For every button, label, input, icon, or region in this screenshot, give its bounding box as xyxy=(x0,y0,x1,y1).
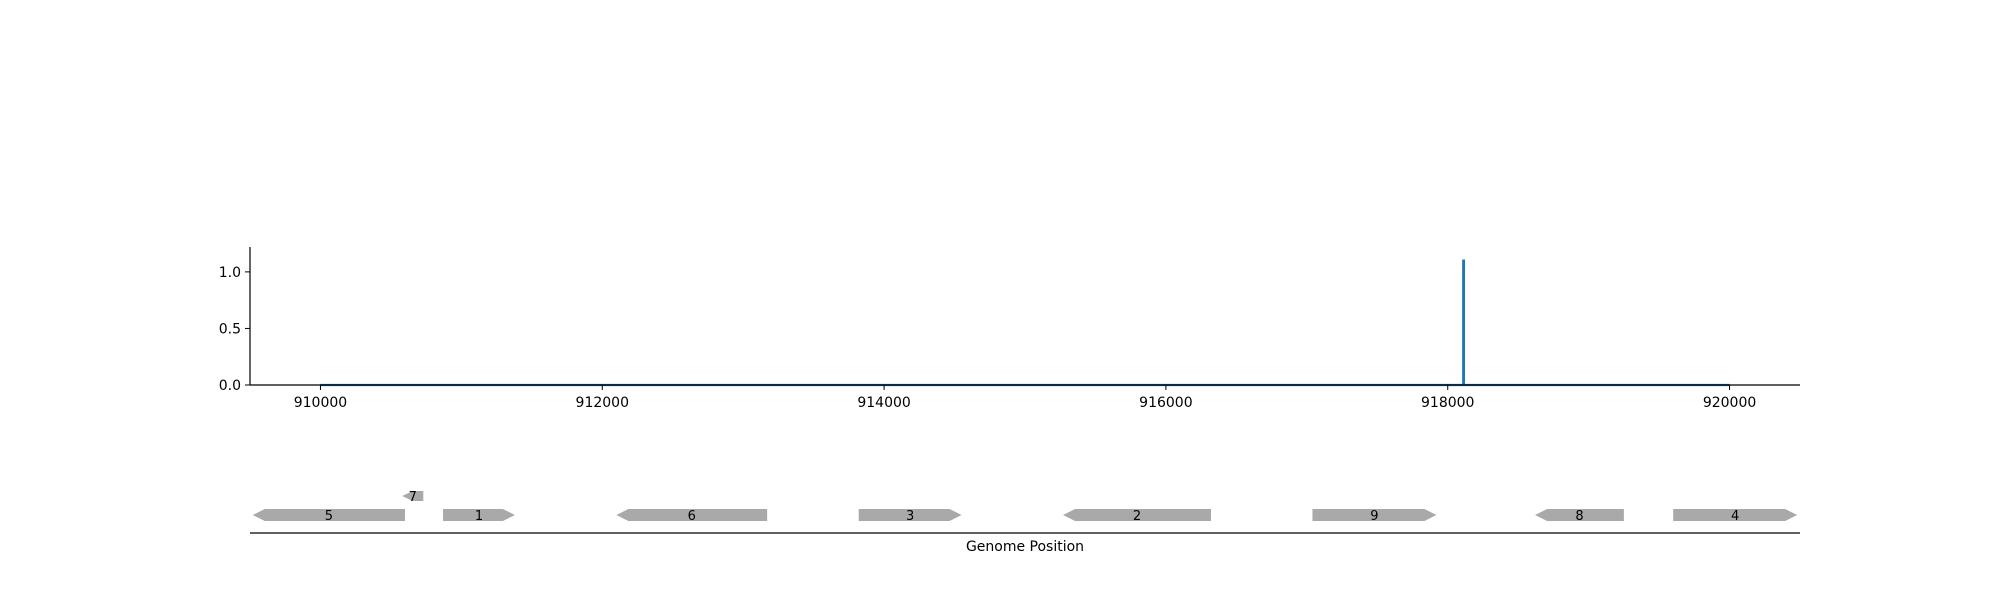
gene-arrow xyxy=(1312,509,1437,521)
x-tick-label: 920000 xyxy=(1703,395,1756,411)
gene-label: 3 xyxy=(906,509,914,524)
gene-label: 7 xyxy=(409,490,417,505)
coverage-plot: 910000 912000 914000 916000 918000 920000 0.0… xyxy=(219,247,1800,411)
y-tick-label: 1.0 xyxy=(219,265,241,281)
y-tick-label: 0.0 xyxy=(219,378,241,394)
x-tick-label: 918000 xyxy=(1421,395,1474,411)
x-axis-ticks: 910000 912000 914000 916000 918000 920000 xyxy=(294,385,1756,411)
gene-track: 5 7 1 6 3 2 9 8 4 Genome Position xyxy=(250,490,1800,555)
genes-layer: 5 7 1 6 3 2 9 8 4 xyxy=(252,490,1798,524)
x-axis-title: Genome Position xyxy=(966,539,1084,555)
gene-label: 6 xyxy=(688,509,696,524)
gene-label: 4 xyxy=(1731,509,1739,524)
gene-label: 2 xyxy=(1133,509,1141,524)
x-tick-label: 914000 xyxy=(857,395,910,411)
gene-arrow xyxy=(1673,509,1798,521)
gene-arrow xyxy=(616,509,768,521)
gene-arrow xyxy=(1063,509,1211,521)
gene-label: 8 xyxy=(1575,509,1583,524)
coverage-line xyxy=(320,259,1730,387)
gene-arrow xyxy=(443,509,515,521)
gene-label: 1 xyxy=(475,509,483,524)
gene-label: 5 xyxy=(325,509,333,524)
y-tick-label: 0.5 xyxy=(219,321,241,337)
gene-arrow xyxy=(252,509,405,521)
gene-label: 9 xyxy=(1370,509,1378,524)
gene-arrow xyxy=(402,491,424,501)
y-axis-ticks: 0.0 0.5 1.0 xyxy=(219,265,250,394)
x-tick-label: 912000 xyxy=(576,395,629,411)
gene-arrow xyxy=(1535,509,1624,521)
coverage-series-layer xyxy=(320,259,1730,387)
x-tick-label: 916000 xyxy=(1139,395,1192,411)
x-tick-label: 910000 xyxy=(294,395,347,411)
gene-arrow xyxy=(858,509,962,521)
